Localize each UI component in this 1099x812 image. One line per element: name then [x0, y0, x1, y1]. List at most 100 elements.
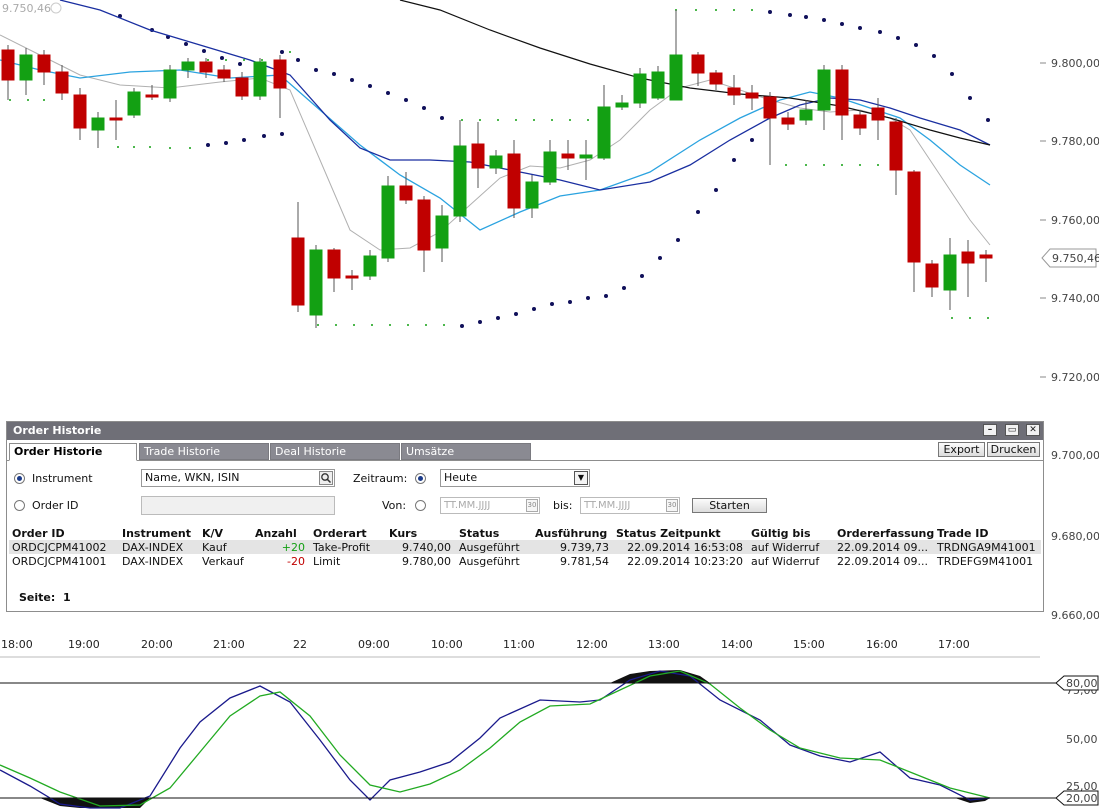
sar-small-dot: [587, 119, 589, 121]
candle-body: [163, 69, 177, 99]
cell-zeitpunkt: 22.09.2014 16:53:08: [627, 541, 743, 554]
svg-text:80,00: 80,00: [1066, 677, 1098, 690]
sar-dot: [768, 10, 772, 14]
col-orderart[interactable]: Orderart: [313, 527, 367, 540]
orderid-label: Order ID: [32, 499, 79, 512]
candle-body: [217, 69, 231, 79]
cell-zeitpunkt: 22.09.2014 10:23:20: [627, 555, 743, 568]
tab-deal-historie[interactable]: Deal Historie: [270, 443, 400, 460]
calendar-icon[interactable]: 30: [666, 499, 678, 512]
tab-umsaetze[interactable]: Umsätze: [401, 443, 531, 460]
candle-body: [489, 155, 503, 169]
sar-dot: [224, 141, 228, 145]
col-status-zeitpunkt[interactable]: Status Zeitpunkt: [616, 527, 721, 540]
sar-small-dot: [389, 324, 391, 326]
tab-trade-historie[interactable]: Trade Historie: [139, 443, 269, 460]
bis-date-input[interactable]: TT.MM.JJJJ 30: [580, 497, 680, 514]
col-gueltig-bis[interactable]: Gültig bis: [751, 527, 811, 540]
sar-dot: [986, 118, 990, 122]
minimize-icon[interactable]: –: [983, 424, 997, 436]
instrument-radio[interactable]: [14, 473, 25, 484]
start-button[interactable]: Starten: [692, 498, 767, 513]
sar-small-dot: [9, 99, 11, 101]
maximize-icon[interactable]: ▭: [1005, 424, 1019, 436]
chevron-down-icon[interactable]: ▼: [574, 471, 588, 485]
orderid-radio[interactable]: [14, 500, 25, 511]
svg-text:9.750,46: 9.750,46: [1052, 252, 1099, 265]
sar-small-dot: [951, 317, 953, 319]
top-left-price-label: 9.750,46: [2, 2, 62, 15]
tab-order-historie[interactable]: Order Historie: [9, 443, 137, 461]
col-kv[interactable]: K/V: [202, 527, 224, 540]
bis-date-placeholder: TT.MM.JJJJ: [584, 500, 631, 511]
print-button[interactable]: Drucken: [987, 442, 1040, 457]
sar-small-dot: [443, 324, 445, 326]
table-row[interactable]: ORDCJCPM41001 DAX-INDEX Verkauf -20 Limi…: [9, 554, 1041, 568]
cell-trade-id: TRDEFG9M41001: [937, 555, 1034, 568]
sar-small-dot: [715, 9, 717, 11]
candle-body: [691, 54, 705, 74]
cell-anzahl: -20: [287, 555, 305, 568]
sar-dot: [202, 49, 206, 53]
candle-body: [235, 77, 249, 97]
sar-dot: [184, 42, 188, 46]
cell-kv: Kauf: [202, 541, 227, 554]
zeitraum-select[interactable]: Heute ▼: [440, 469, 590, 487]
cell-orderart: Limit: [313, 555, 341, 568]
export-button[interactable]: Export: [938, 442, 985, 457]
sar-small-dot: [149, 146, 151, 148]
sar-dot: [350, 78, 354, 82]
col-kurs[interactable]: Kurs: [389, 527, 418, 540]
candle-body: [561, 153, 575, 159]
page-number[interactable]: 1: [63, 591, 71, 604]
search-icon[interactable]: [319, 471, 333, 485]
calendar-icon[interactable]: 30: [526, 499, 538, 512]
orderid-input[interactable]: [141, 496, 335, 515]
candle-body: [453, 145, 467, 217]
zeitraum-radio[interactable]: [415, 473, 426, 484]
col-status[interactable]: Status: [459, 527, 500, 540]
von-date-input[interactable]: TT.MM.JJJJ 30: [440, 497, 540, 514]
col-order-id[interactable]: Order ID: [12, 527, 65, 540]
candle-body: [745, 92, 759, 99]
von-radio[interactable]: [415, 500, 426, 511]
cell-gueltig: auf Widerruf: [751, 541, 820, 554]
price-tick: 9.800,00: [1051, 57, 1099, 70]
panel-titlebar[interactable]: Order Historie – ▭ ✕: [7, 422, 1043, 440]
time-tick: 20:00: [141, 638, 173, 651]
sar-small-dot: [805, 164, 807, 166]
col-ordererfassung[interactable]: Ordererfassung: [837, 527, 935, 540]
col-anzahl[interactable]: Anzahl: [255, 527, 297, 540]
candle-body: [597, 106, 611, 159]
candle-body: [709, 72, 723, 85]
candle-body: [925, 263, 939, 288]
cell-kurs: 9.740,00: [402, 541, 451, 554]
close-icon[interactable]: ✕: [1026, 424, 1040, 436]
col-trade-id[interactable]: Trade ID: [937, 527, 989, 540]
col-ausfuehrung[interactable]: Ausführung: [535, 527, 608, 540]
candle-body: [199, 61, 213, 73]
cell-instrument: DAX-INDEX: [122, 541, 184, 554]
candlesticks: [1, 10, 993, 328]
col-instrument[interactable]: Instrument: [122, 527, 191, 540]
table-row[interactable]: ORDCJCPM41002 DAX-INDEX Kauf +20 Take-Pr…: [9, 540, 1041, 554]
zeitraum-value: Heute: [444, 471, 478, 484]
osc-overbought-fill: [610, 670, 710, 683]
order-history-panel: Order Historie – ▭ ✕ Order Historie Trad…: [6, 421, 1044, 612]
sar-dot: [840, 22, 844, 26]
instrument-search-input[interactable]: Name, WKN, ISIN: [141, 469, 335, 487]
sar-dot: [280, 50, 284, 54]
sar-small-dot: [695, 9, 697, 11]
sar-small-dot: [859, 164, 861, 166]
cell-order-id: ORDCJCPM41002: [12, 541, 107, 554]
sar-dot: [296, 58, 300, 62]
candle-body: [615, 102, 629, 108]
sar-small-dot: [27, 99, 29, 101]
candle-body: [817, 69, 831, 111]
candle-body: [1, 49, 15, 81]
sar-dot: [238, 62, 242, 66]
sar-dot: [242, 138, 246, 142]
panel-title: Order Historie: [13, 424, 102, 437]
sar-small-dot: [425, 324, 427, 326]
